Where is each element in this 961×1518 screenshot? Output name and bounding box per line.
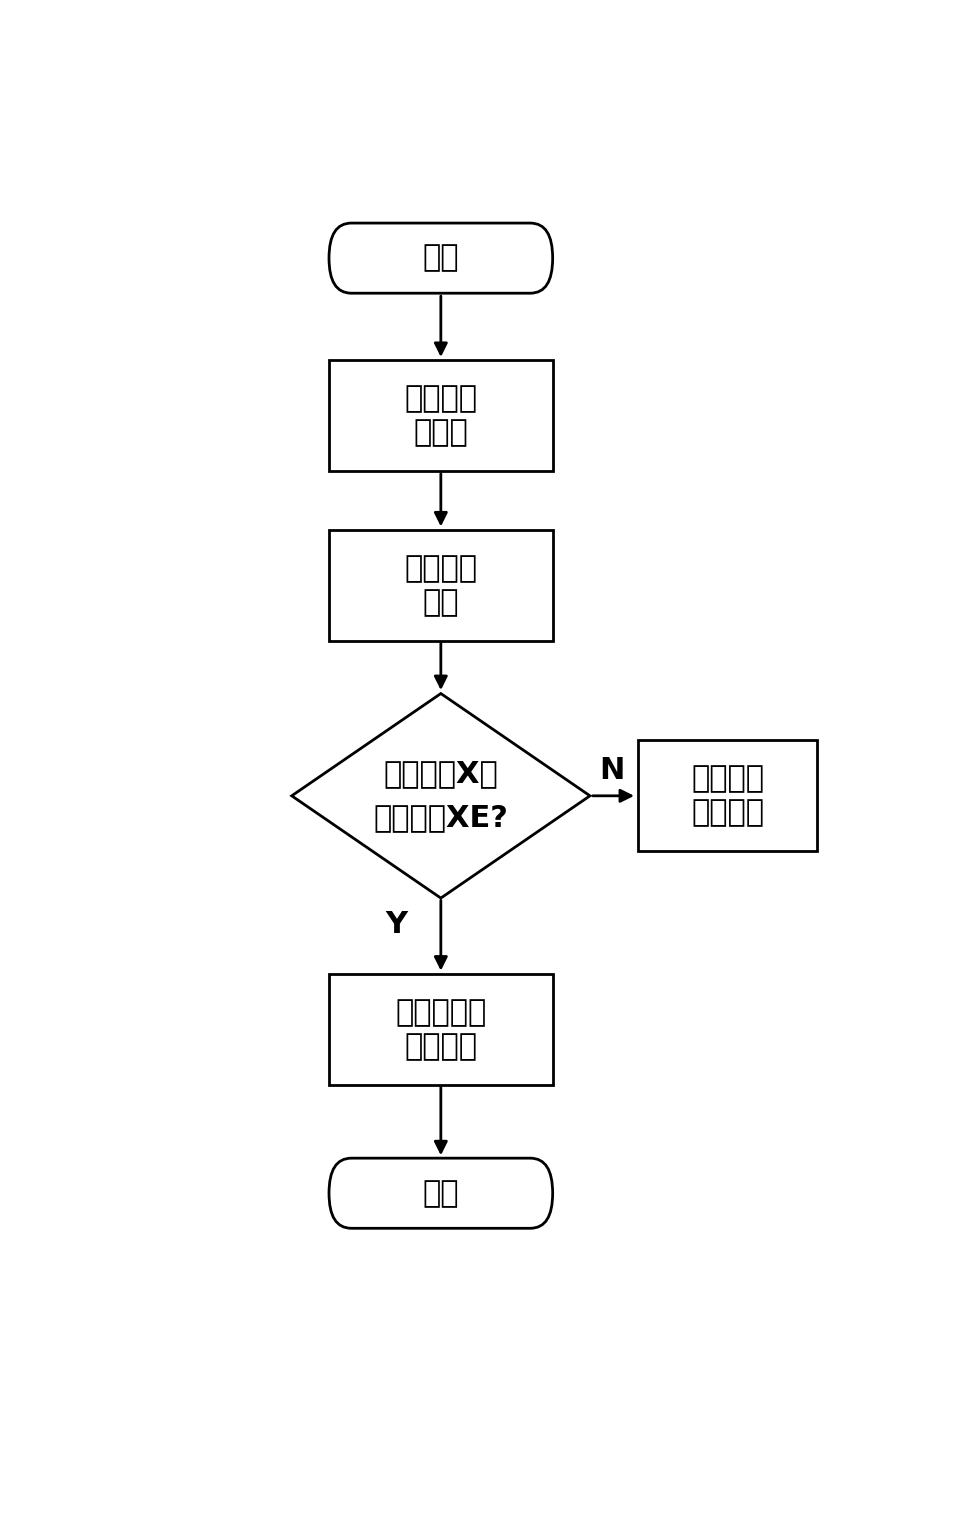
Polygon shape xyxy=(291,694,589,899)
Text: 电流钳信
号采样: 电流钳信 号采样 xyxy=(404,384,477,448)
Bar xyxy=(329,360,553,472)
Text: 结束: 结束 xyxy=(422,1178,458,1208)
Text: Y: Y xyxy=(384,909,407,940)
Bar xyxy=(329,530,553,641)
Bar xyxy=(329,975,553,1085)
Text: 于标准值XE?: 于标准值XE? xyxy=(373,803,507,832)
Text: 采样数据
处理: 采样数据 处理 xyxy=(404,554,477,616)
Bar xyxy=(638,741,817,852)
FancyBboxPatch shape xyxy=(329,1158,552,1228)
Text: 待检测电
流钳合格: 待检测电 流钳合格 xyxy=(691,765,764,827)
Text: N: N xyxy=(599,756,625,785)
FancyBboxPatch shape xyxy=(329,223,552,293)
Text: 待检测电流
钳不合格: 待检测电流 钳不合格 xyxy=(395,999,486,1061)
Text: 处理结果X大: 处理结果X大 xyxy=(383,759,498,788)
Text: 开始: 开始 xyxy=(422,243,458,273)
